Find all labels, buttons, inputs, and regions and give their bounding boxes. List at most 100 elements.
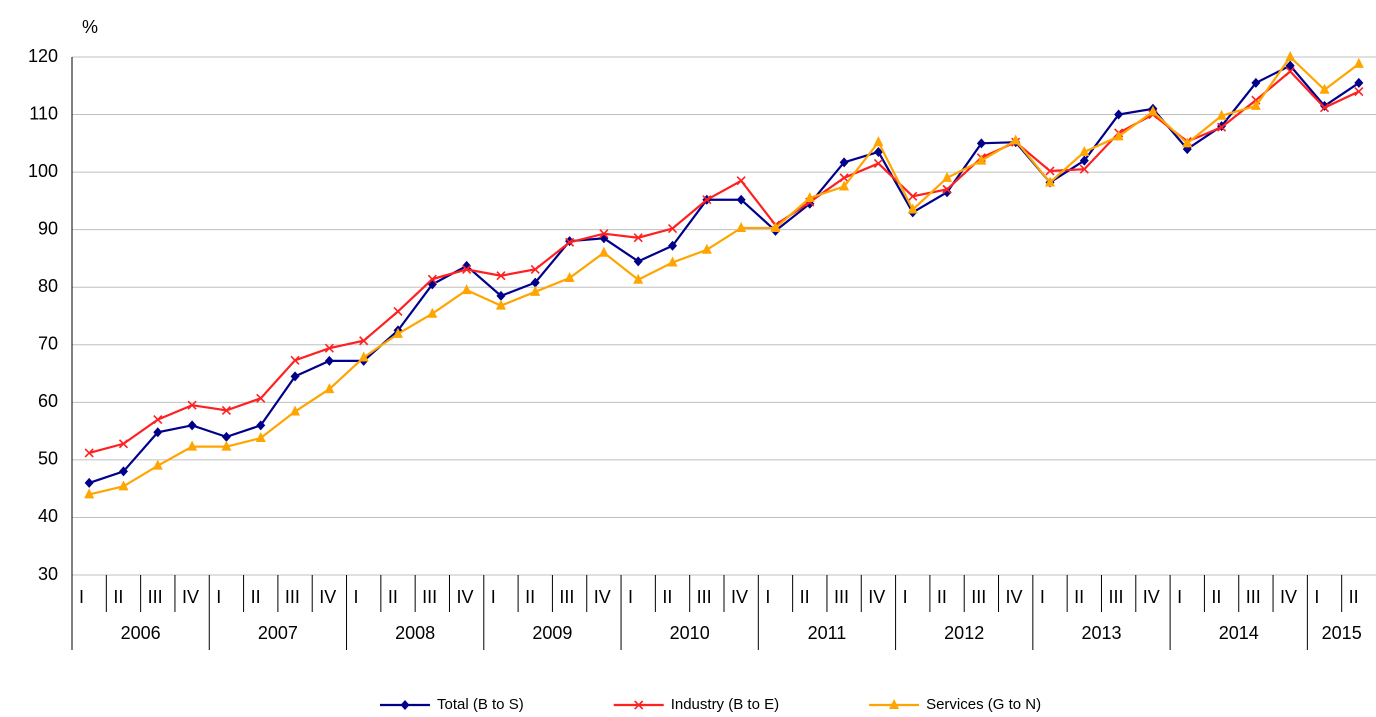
marker <box>770 221 781 232</box>
x-tick-label: II <box>662 587 672 607</box>
marker <box>599 229 609 239</box>
marker <box>804 192 815 203</box>
marker <box>976 154 987 165</box>
marker <box>495 299 506 310</box>
marker <box>84 488 95 499</box>
marker <box>873 158 883 169</box>
x-tick-label: II <box>388 587 398 607</box>
marker <box>668 240 678 251</box>
marker <box>461 284 472 295</box>
marker <box>1319 103 1330 113</box>
marker <box>976 138 986 149</box>
marker <box>393 327 403 338</box>
x-tick-label: I <box>216 587 221 607</box>
marker <box>153 415 163 425</box>
group-label: 2008 <box>395 623 435 643</box>
marker <box>667 256 678 267</box>
marker <box>633 256 643 267</box>
x-tick-label: II <box>525 587 535 607</box>
group-label: 2010 <box>670 623 710 643</box>
group-label: 2012 <box>944 623 984 643</box>
marker <box>1147 105 1158 116</box>
x-tick-label: IV <box>594 587 611 607</box>
x-tick-label: IV <box>868 587 885 607</box>
marker <box>1354 86 1364 97</box>
marker <box>1320 100 1330 111</box>
legend-label: Industry (B to E) <box>671 696 779 713</box>
x-tick-label: III <box>285 587 300 607</box>
marker <box>907 203 918 214</box>
marker <box>1045 176 1055 187</box>
group-label: 2015 <box>1322 623 1362 643</box>
x-tick-label: I <box>354 587 359 607</box>
series-line <box>88 55 1360 496</box>
marker <box>187 400 197 410</box>
x-tick-label: IV <box>182 587 199 607</box>
y-tick-label: 100 <box>28 161 58 181</box>
x-tick-label: II <box>800 587 810 607</box>
marker <box>221 405 231 415</box>
marker <box>1079 155 1089 166</box>
marker <box>598 246 609 257</box>
x-tick-label: I <box>491 587 496 607</box>
x-tick-label: IV <box>1280 587 1297 607</box>
marker <box>908 191 918 201</box>
group-label: 2011 <box>808 623 847 643</box>
marker <box>358 351 369 362</box>
y-tick-label: 50 <box>38 449 58 469</box>
series-line <box>88 64 1360 484</box>
marker <box>427 307 438 318</box>
x-tick-label: IV <box>731 587 748 607</box>
marker <box>290 355 300 365</box>
group-label: 2013 <box>1081 623 1121 643</box>
y-tick-label: 30 <box>38 564 58 584</box>
marker <box>187 420 197 431</box>
marker <box>255 432 266 443</box>
marker <box>462 264 472 274</box>
marker <box>84 477 94 488</box>
marker <box>889 699 900 709</box>
marker <box>290 371 300 382</box>
y-tick-label: 110 <box>29 103 58 123</box>
x-tick-label: I <box>1040 587 1045 607</box>
marker <box>496 290 506 301</box>
marker <box>1250 99 1261 110</box>
marker <box>359 336 369 346</box>
x-tick-label: II <box>113 587 123 607</box>
x-tick-label: II <box>1349 587 1359 607</box>
x-tick-label: III <box>834 587 849 607</box>
x-tick-label: I <box>79 587 84 607</box>
marker <box>1353 57 1364 68</box>
y-tick-label: 60 <box>38 391 58 411</box>
group-label: 2006 <box>121 623 161 643</box>
y-tick-label: 80 <box>38 276 58 296</box>
x-tick-label: IV <box>1143 587 1160 607</box>
marker <box>1285 66 1295 76</box>
x-tick-label: I <box>903 587 908 607</box>
y-axis-label: % <box>82 17 98 37</box>
marker <box>1216 109 1227 120</box>
marker <box>1114 109 1124 120</box>
marker <box>701 243 712 254</box>
legend-label: Services (G to N) <box>926 696 1041 713</box>
marker <box>256 393 266 403</box>
marker <box>221 440 232 451</box>
marker <box>324 355 334 366</box>
y-tick-label: 70 <box>38 334 58 354</box>
marker <box>118 480 129 491</box>
x-tick-label: I <box>1177 587 1182 607</box>
x-tick-label: IV <box>1006 587 1023 607</box>
marker <box>736 221 747 232</box>
marker <box>153 427 163 438</box>
marker <box>221 431 231 442</box>
x-tick-label: III <box>971 587 986 607</box>
marker <box>839 157 849 168</box>
x-tick-label: II <box>937 587 947 607</box>
marker <box>1251 77 1261 88</box>
marker <box>256 420 266 431</box>
marker <box>942 171 953 182</box>
marker <box>462 260 472 271</box>
marker <box>118 439 129 449</box>
x-tick-label: I <box>1314 587 1319 607</box>
